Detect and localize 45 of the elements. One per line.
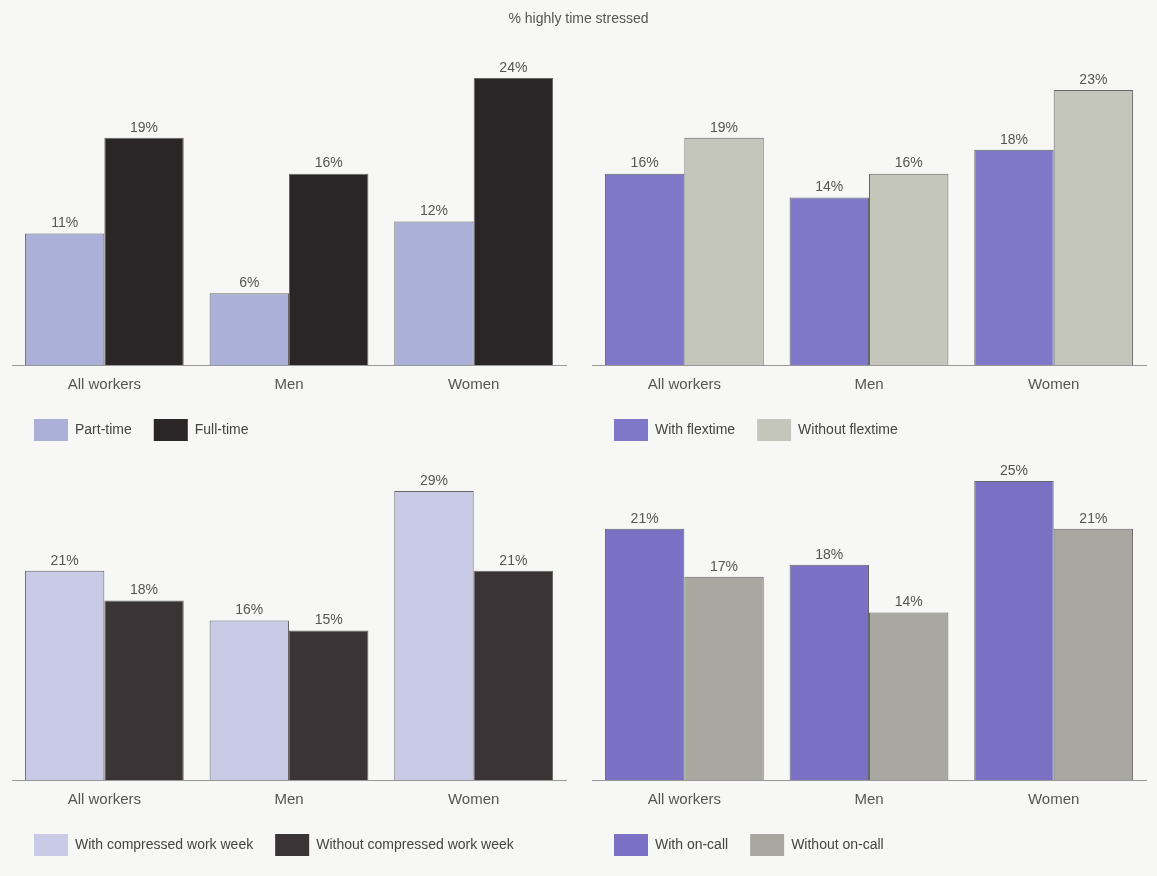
legend-label: With on-call [655,835,729,852]
data-label: 16% [630,154,659,171]
data-label: 16% [894,154,923,171]
data-label: 21% [1079,509,1108,526]
legend-label: With compressed work week [75,835,255,852]
data-label: 25% [999,461,1028,478]
data-label: 19% [130,118,159,135]
data-label: 29% [419,471,448,488]
legend-label: Without on-call [791,835,884,852]
data-label: 21% [50,551,79,568]
legend-label: Full-time [194,420,249,437]
data-label: 16% [314,154,343,171]
data-label: 18% [815,545,844,562]
data-label: 18% [999,130,1028,147]
legend-label: Part-time [75,420,132,437]
data-label: 11% [51,214,79,231]
data-label: 19% [710,118,739,135]
x-tick-label: Women [1027,790,1080,808]
data-label: 16% [235,601,264,618]
data-label: 14% [894,593,923,610]
data-label: 14% [815,178,844,195]
legend-label: With flextime [655,420,736,437]
x-tick-label: Men [854,375,884,393]
x-tick-label: All workers [647,375,722,393]
data-label: 21% [499,551,528,568]
data-label: 17% [710,557,739,574]
x-tick-label: All workers [67,375,142,393]
data-label: 12% [419,202,448,219]
x-tick-label: Women [447,375,500,393]
x-tick-label: Women [1027,375,1080,393]
x-tick-label: Women [447,790,500,808]
x-tick-label: Men [274,375,304,393]
data-label: 18% [130,581,159,598]
data-label: 23% [1079,70,1108,87]
data-label: 15% [314,611,343,628]
x-tick-label: Men [854,790,884,808]
x-tick-label: All workers [67,790,142,808]
data-label: 6% [239,274,260,291]
data-label: 21% [630,509,659,526]
x-tick-label: Men [274,790,304,808]
x-tick-label: All workers [647,790,722,808]
chart-title: % highly time stressed [507,9,650,28]
legend-label: Without compressed work week [316,835,515,852]
legend-label: Without flextime [798,420,898,437]
data-label: 24% [499,58,528,75]
